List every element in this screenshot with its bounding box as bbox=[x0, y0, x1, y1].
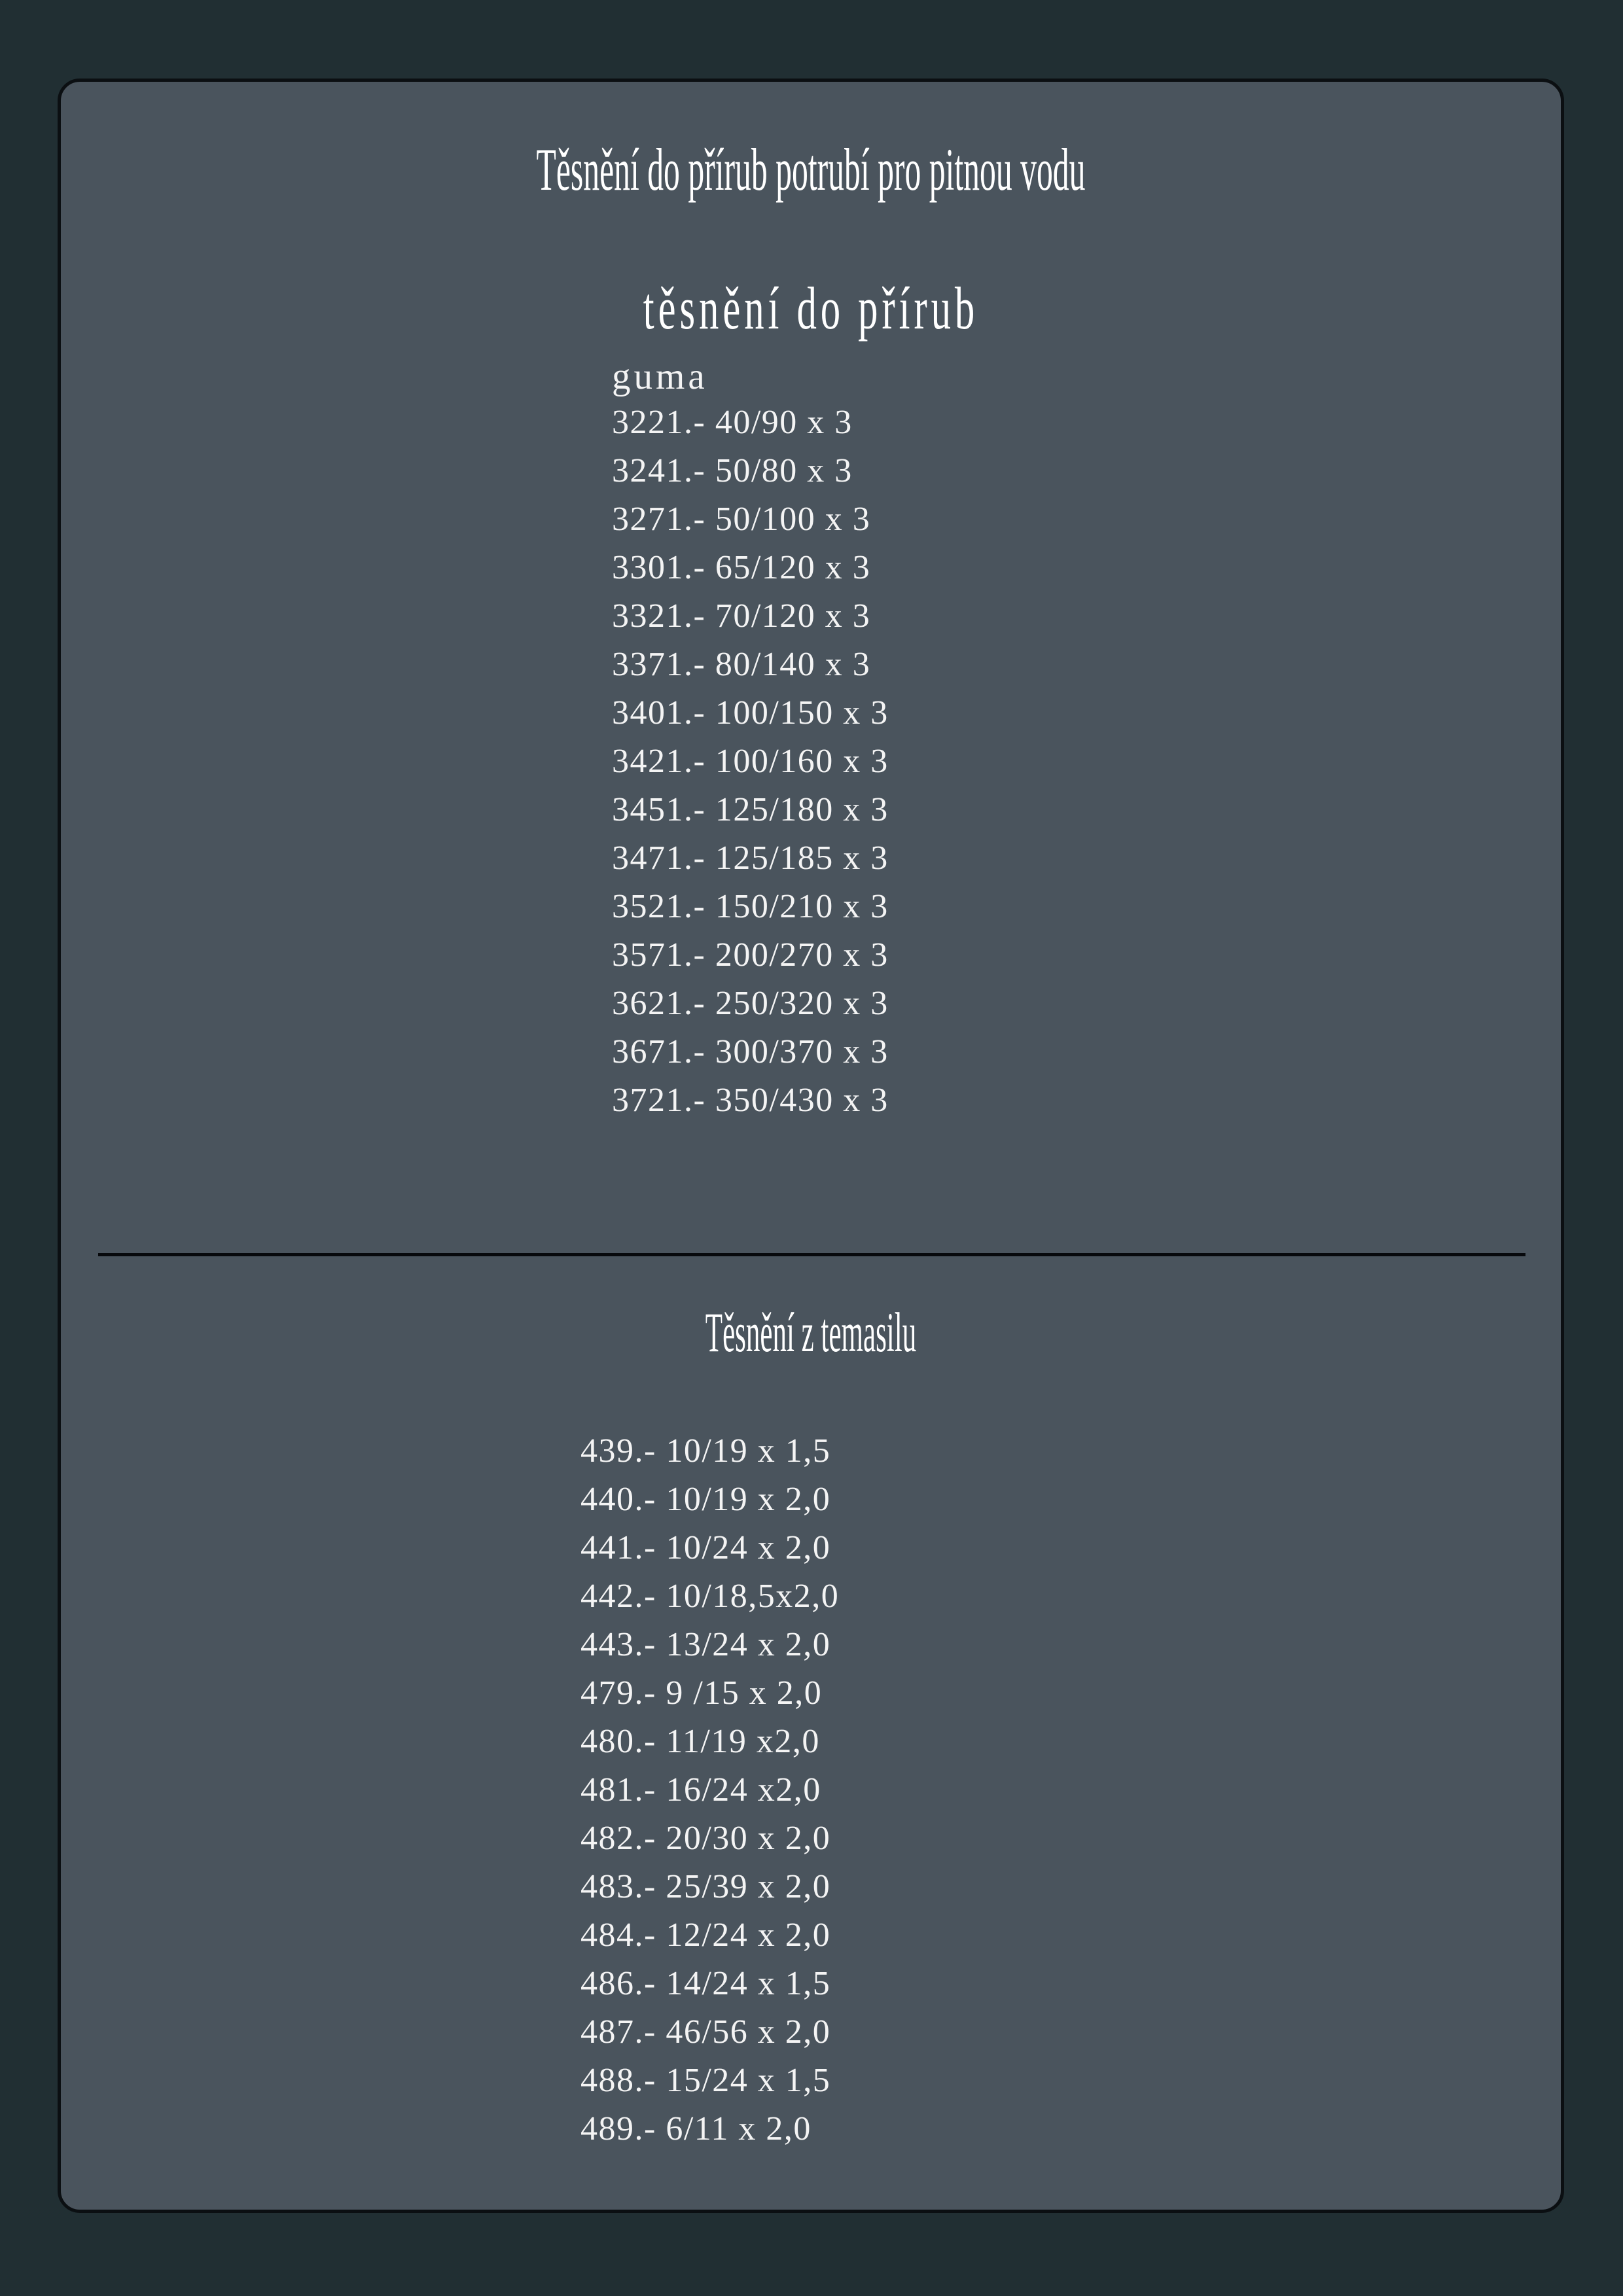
rubber-gasket-list: 3221.- 40/90 x 3 3241.- 50/80 x 3 3271.- 5… bbox=[612, 398, 889, 1125]
list-item: 486.- 14/24 x 1,5 bbox=[580, 1965, 831, 2002]
list-item: 487.- 46/56 x 2,0 bbox=[580, 2013, 831, 2051]
page-title: Těsnění do přírub potrubí pro pitnou vod… bbox=[536, 136, 1086, 203]
section-temasil: 439.- 10/19 x 1,5 440.- 10/19 x 2,0 441.- … bbox=[580, 1427, 839, 2153]
section-divider bbox=[98, 1253, 1525, 1256]
list-item: 481.- 16/24 x2,0 bbox=[580, 1771, 821, 1809]
section-rubber-label: guma bbox=[612, 356, 708, 397]
temasil-gasket-list: 439.- 10/19 x 1,5 440.- 10/19 x 2,0 441.- … bbox=[580, 1427, 839, 2153]
list-item: 439.- 10/19 x 1,5 bbox=[580, 1432, 831, 1470]
card-inner: Těsnění do přírub potrubí pro pitnou vod… bbox=[61, 82, 1561, 2210]
list-item: 3471.- 125/185 x 3 bbox=[612, 839, 889, 877]
page-subtitle: těsnění do přírub bbox=[643, 275, 979, 342]
list-item: 489.- 6/11 x 2,0 bbox=[580, 2110, 812, 2147]
section-rubber: guma 3221.- 40/90 x 3 3241.- 50/80 x 3 327… bbox=[612, 355, 889, 1125]
content-card: Těsnění do přírub potrubí pro pitnou vod… bbox=[58, 79, 1564, 2213]
list-item: 3721.- 350/430 x 3 bbox=[612, 1082, 889, 1119]
list-item: 3271.- 50/100 x 3 bbox=[612, 501, 871, 538]
list-item: 443.- 13/24 x 2,0 bbox=[580, 1626, 831, 1663]
list-item: 3421.- 100/160 x 3 bbox=[612, 743, 889, 780]
list-item: 482.- 20/30 x 2,0 bbox=[580, 1820, 831, 1857]
list-item: 3241.- 50/80 x 3 bbox=[612, 452, 853, 489]
list-item: 3321.- 70/120 x 3 bbox=[612, 597, 871, 635]
list-item: 3521.- 150/210 x 3 bbox=[612, 888, 889, 925]
list-item: 484.- 12/24 x 2,0 bbox=[580, 1916, 831, 1954]
list-item: 3451.- 125/180 x 3 bbox=[612, 791, 889, 828]
list-item: 488.- 15/24 x 1,5 bbox=[580, 2062, 831, 2099]
list-item: 3371.- 80/140 x 3 bbox=[612, 646, 871, 683]
list-item: 440.- 10/19 x 2,0 bbox=[580, 1481, 831, 1518]
list-item: 3621.- 250/320 x 3 bbox=[612, 985, 889, 1022]
list-item: 3671.- 300/370 x 3 bbox=[612, 1033, 889, 1070]
list-item: 480.- 11/19 x2,0 bbox=[580, 1723, 820, 1760]
list-item: 3571.- 200/270 x 3 bbox=[612, 936, 889, 974]
section-temasil-heading: Těsnění z temasilu bbox=[705, 1301, 917, 1364]
list-item: 483.- 25/39 x 2,0 bbox=[580, 1868, 831, 1905]
list-item: 442.- 10/18,5x2,0 bbox=[580, 1578, 840, 1615]
list-item: 3221.- 40/90 x 3 bbox=[612, 404, 853, 441]
list-item: 3301.- 65/120 x 3 bbox=[612, 549, 871, 586]
list-item: 479.- 9 /15 x 2,0 bbox=[580, 1674, 823, 1712]
list-item: 441.- 10/24 x 2,0 bbox=[580, 1529, 831, 1566]
list-item: 3401.- 100/150 x 3 bbox=[612, 694, 889, 732]
